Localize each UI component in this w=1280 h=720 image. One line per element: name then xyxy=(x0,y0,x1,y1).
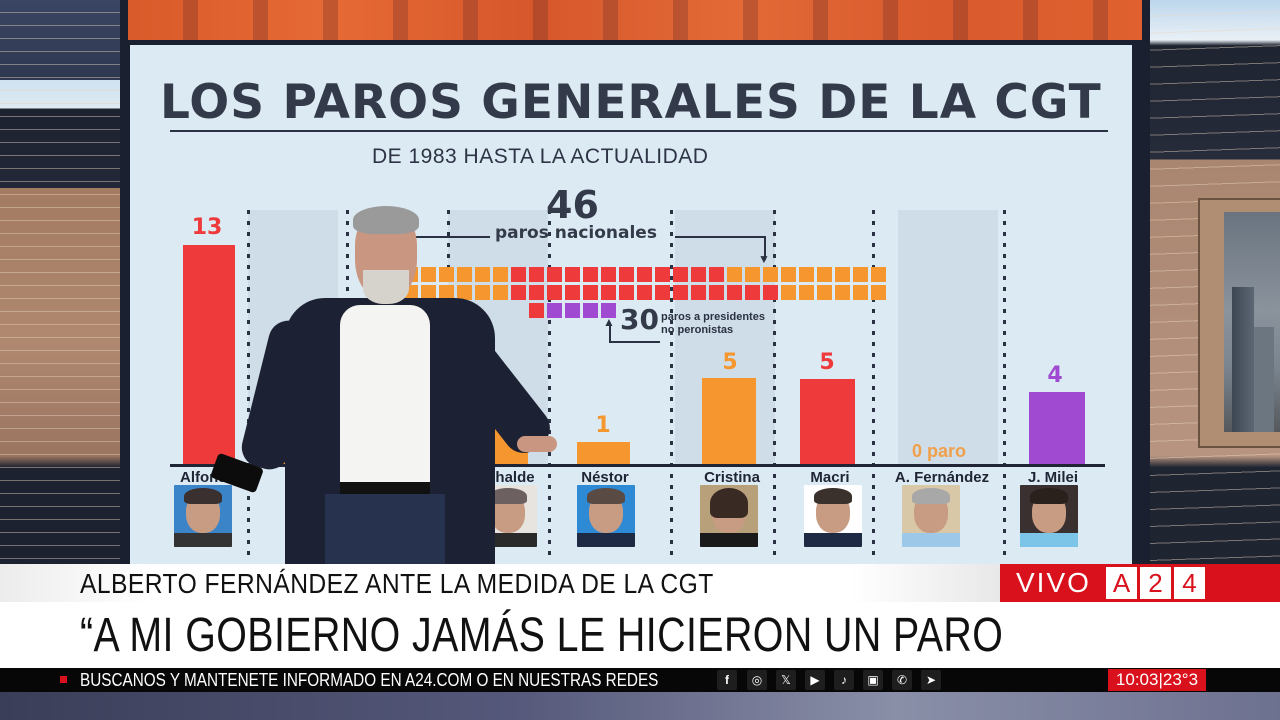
ticker-bullet xyxy=(60,676,67,683)
column-separator xyxy=(872,210,875,555)
live-label: VIVO xyxy=(1016,567,1091,598)
bar-alfonsin xyxy=(183,245,235,464)
studio-wall-left xyxy=(0,0,130,570)
headline-main-bar xyxy=(0,602,1280,668)
bar-value-nestor: 1 xyxy=(595,413,611,438)
label-nestor: Néstor xyxy=(581,469,629,486)
subtotal-bracket-line xyxy=(610,341,660,343)
whatsapp-icon[interactable]: ✆ xyxy=(892,670,912,690)
arrow-up-icon: ▲ xyxy=(603,315,615,329)
total-strikes-label: paros nacionales xyxy=(495,223,657,243)
label-macri: Macri xyxy=(810,469,850,486)
portrait-milei xyxy=(1020,485,1078,547)
presenter xyxy=(210,206,558,574)
column-separator xyxy=(548,210,551,555)
total-bracket-right xyxy=(675,236,765,238)
portrait-cristina xyxy=(700,485,758,547)
total-bracket-drop xyxy=(764,236,766,260)
headline-top-bar xyxy=(0,564,1000,602)
bar-milei xyxy=(1029,392,1085,464)
subtotal-bracket-drop xyxy=(609,325,611,343)
bar-value-macri: 5 xyxy=(819,350,835,375)
column-separator xyxy=(773,210,776,555)
bar-nestor xyxy=(577,442,630,464)
ticker-text: BUSCANOS Y MANTENETE INFORMADO EN A24.CO… xyxy=(80,670,659,690)
chart-title: LOS PAROS GENERALES DE LA CGT xyxy=(160,75,1102,130)
chart-baseline xyxy=(170,464,1105,467)
twitch-icon[interactable]: ▣ xyxy=(863,670,883,690)
video-wall-top-strip xyxy=(128,0,1142,40)
label-milei: J. Milei xyxy=(1027,469,1079,486)
x-icon[interactable]: 𝕏 xyxy=(776,670,796,690)
channel-logo-2: 2 xyxy=(1140,567,1171,599)
bar-value-cristina: 5 xyxy=(722,350,738,375)
portrait-nestor xyxy=(577,485,635,547)
bar-value-milei: 4 xyxy=(1047,363,1063,388)
total-bracket-left xyxy=(405,236,490,238)
label-cristina: Cristina xyxy=(704,469,760,486)
column-separator xyxy=(670,210,673,555)
time-temperature: 10:03|23°3 xyxy=(1108,669,1206,691)
youtube-icon[interactable]: ▶ xyxy=(805,670,825,690)
temperature: 23°3 xyxy=(1162,670,1199,689)
clock-time: 10:03 xyxy=(1115,670,1159,689)
instagram-icon[interactable]: ◎ xyxy=(747,670,767,690)
label-fernandez: A. Fernández xyxy=(894,469,990,486)
facebook-icon[interactable]: f xyxy=(717,670,737,690)
studio-floor xyxy=(0,692,1280,720)
telegram-icon[interactable]: ➤ xyxy=(921,670,941,690)
non-peronist-strikes-number: 30 xyxy=(620,303,659,336)
bar-value-fernandez: 0 paro xyxy=(912,441,967,461)
portrait-alfonsin xyxy=(174,485,232,547)
tiktok-icon[interactable]: ♪ xyxy=(834,670,854,690)
non-peronist-strikes-label: paros a presidentes no peronistas xyxy=(661,311,765,336)
news-ticker xyxy=(0,668,1280,692)
column-separator xyxy=(1003,210,1006,555)
chart-subtitle: DE 1983 HASTA LA ACTUALIDAD xyxy=(372,145,709,168)
headline-top: ALBERTO FERNÁNDEZ ANTE LA MEDIDA DE LA C… xyxy=(80,568,714,599)
portrait-fernandez xyxy=(902,485,960,547)
separator: | xyxy=(1158,670,1163,689)
bar-cristina xyxy=(702,378,756,464)
arrow-down-icon: ▼ xyxy=(758,252,770,266)
column-panel-fernandez xyxy=(898,210,998,465)
bar-macri xyxy=(800,379,855,464)
total-strikes-number: 46 xyxy=(546,183,599,227)
portrait-macri xyxy=(804,485,862,547)
city-view xyxy=(1224,212,1280,432)
bar-value-alfonsin: 13 xyxy=(191,215,223,240)
channel-logo-a: A xyxy=(1106,567,1137,599)
title-divider xyxy=(170,130,1108,132)
channel-logo-4: 4 xyxy=(1174,567,1205,599)
column-separator xyxy=(247,210,250,555)
